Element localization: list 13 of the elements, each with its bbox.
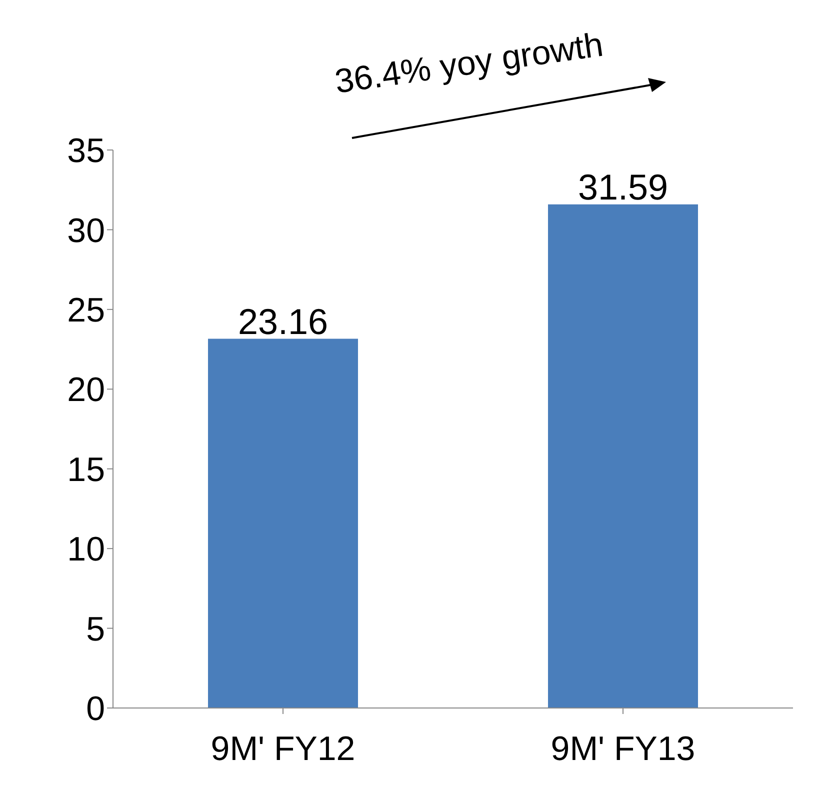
data-label: 31.59 [578, 166, 668, 208]
y-tick-label: 10 [67, 530, 105, 569]
text: 36.4% yoy growth [332, 26, 606, 102]
x-tick-label: 9M' FY13 [550, 730, 696, 768]
y-tick-label: 15 [67, 450, 105, 489]
y-tick-label: 20 [67, 371, 105, 410]
x-tick-label: 9M' FY12 [210, 730, 356, 768]
y-tick-label: 5 [86, 610, 105, 648]
y-tick-label: 35 [67, 132, 105, 170]
y-tick-label: 30 [67, 212, 105, 250]
y-tick-label: 0 [86, 690, 105, 728]
data-label: 23.16 [238, 300, 328, 342]
y-tick-label: 25 [67, 292, 105, 330]
